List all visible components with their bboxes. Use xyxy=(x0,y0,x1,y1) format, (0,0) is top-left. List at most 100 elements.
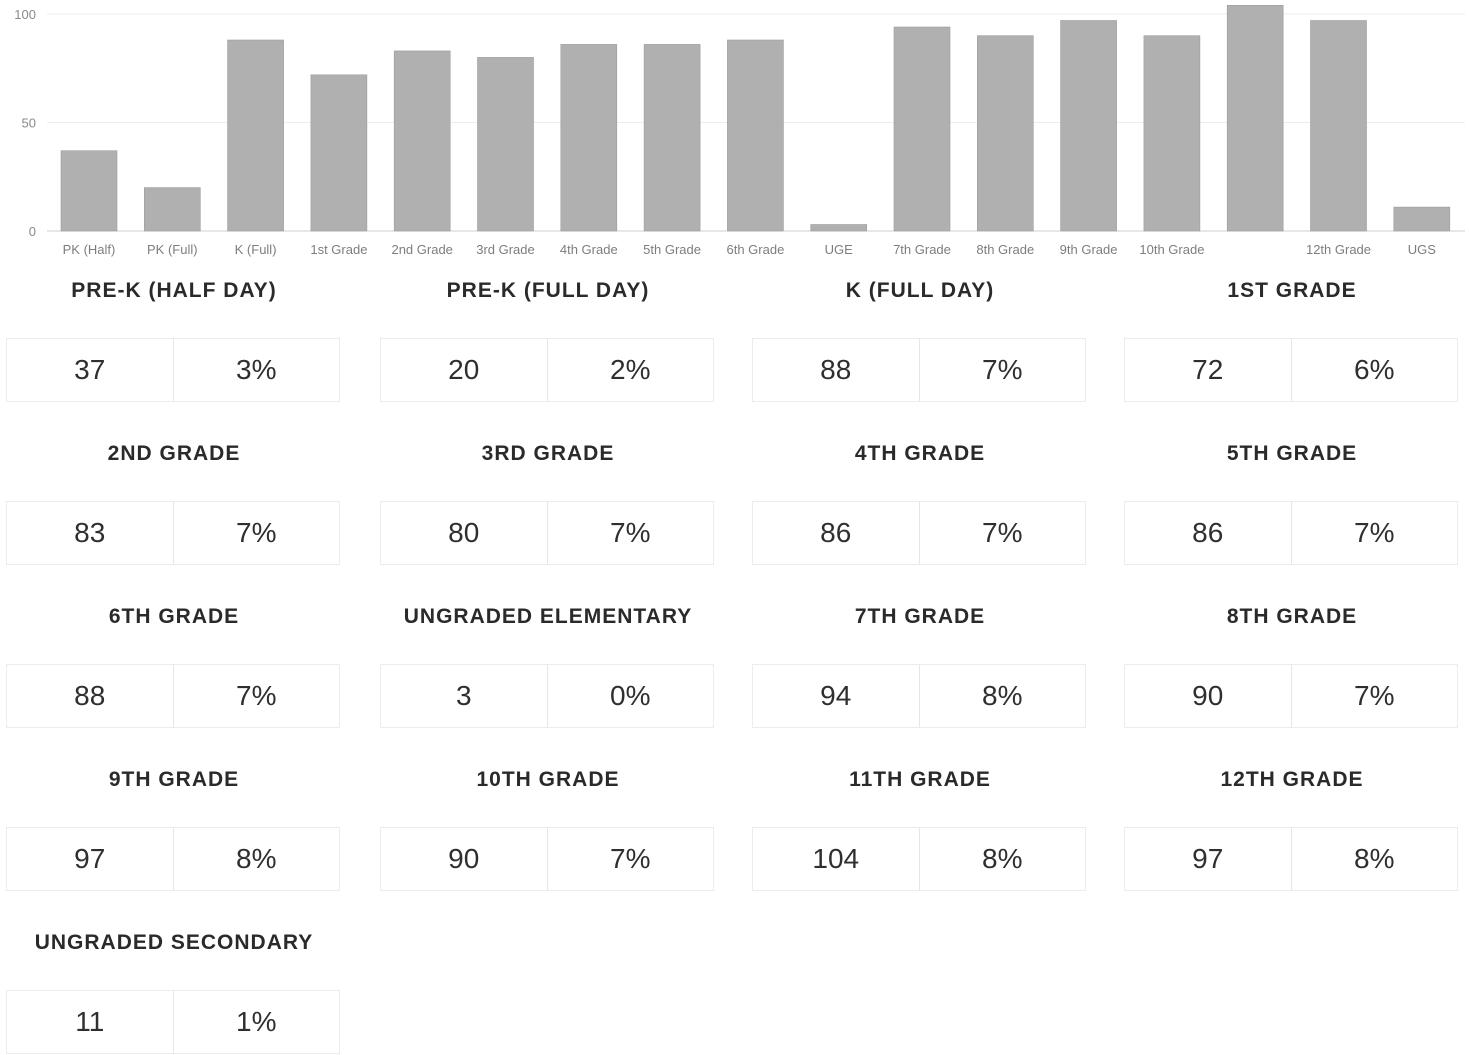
x-tick-label: 2nd Grade xyxy=(391,242,452,257)
student-percent: 7% xyxy=(236,680,277,711)
student-percent: 7% xyxy=(610,517,651,548)
bar xyxy=(810,224,868,232)
student-count: 86 xyxy=(753,502,920,564)
x-tick-label: 8th Grade xyxy=(976,242,1034,257)
student-percent: 0% xyxy=(610,680,651,711)
student-percent: 7% xyxy=(982,517,1023,548)
grade-card-title: 9TH GRADE xyxy=(108,768,240,791)
bar xyxy=(1226,5,1284,232)
grade-card-values: 20 2% xyxy=(380,338,714,402)
x-tick-label: 4th Grade xyxy=(560,242,618,257)
x-tick-label: 10th Grade xyxy=(1139,242,1204,257)
grade-card-values: 97 8% xyxy=(6,827,340,891)
student-percent: 7% xyxy=(1354,517,1395,548)
x-tick-label: 12th Grade xyxy=(1306,242,1371,257)
student-count: 90 xyxy=(1125,665,1292,727)
x-tick-label: UGE xyxy=(825,242,854,257)
x-tick-label: 1st Grade xyxy=(310,242,367,257)
grade-card-title: K (FULL DAY) xyxy=(845,279,995,302)
student-count: 83 xyxy=(7,502,174,564)
student-percent: 7% xyxy=(1354,680,1395,711)
student-count: 80 xyxy=(381,502,548,564)
grade-card-title: 5TH GRADE xyxy=(1226,442,1358,465)
grade-card-title: UNGRADED ELEMENTARY xyxy=(403,605,693,628)
grade-card-values: 104 8% xyxy=(752,827,1086,891)
bar xyxy=(1310,20,1367,232)
x-tick-label: 5th Grade xyxy=(643,242,701,257)
student-percent: 3% xyxy=(236,354,277,385)
x-tick-label: PK (Half) xyxy=(63,242,116,257)
bar xyxy=(227,39,284,232)
bar xyxy=(144,187,201,232)
grade-card-values: 90 7% xyxy=(1124,664,1458,728)
bar xyxy=(1060,20,1117,232)
grade-card-title: 4TH GRADE xyxy=(854,442,986,465)
grade-card-values: 83 7% xyxy=(6,501,340,565)
student-percent: 2% xyxy=(610,354,651,385)
grade-card-title: 12TH GRADE xyxy=(1220,768,1364,791)
bar xyxy=(560,44,618,232)
grade-card-title: PRE-K (FULL DAY) xyxy=(446,279,650,302)
student-count: 72 xyxy=(1125,339,1292,401)
grade-card-values: 88 7% xyxy=(6,664,340,728)
x-tick-label: K (Full) xyxy=(235,242,277,257)
y-tick-label: 0 xyxy=(29,224,36,239)
grade-card-values: 97 8% xyxy=(1124,827,1458,891)
bar xyxy=(310,74,368,232)
grade-card-values: 86 7% xyxy=(1124,501,1458,565)
y-tick-label: 50 xyxy=(22,116,36,131)
enrollment-bar-chart: 0 50 100 PK (Half) PK (Full) K (Full) 1st Grad… xyxy=(14,5,1465,257)
grade-card-values: 88 7% xyxy=(752,338,1086,402)
bar xyxy=(477,57,534,232)
grade-card-title: 11TH GRADE xyxy=(849,768,991,791)
grade-card-values: 94 8% xyxy=(752,664,1086,728)
student-percent: 8% xyxy=(982,680,1023,711)
x-tick-label: PK (Full) xyxy=(147,242,198,257)
grade-card-values: 80 7% xyxy=(380,501,714,565)
student-percent: 8% xyxy=(236,843,277,874)
x-tick-label: 7th Grade xyxy=(893,242,951,257)
grade-card-title: 2ND GRADE xyxy=(107,442,241,465)
grade-card-title: 6TH GRADE xyxy=(108,605,240,628)
bar xyxy=(1393,206,1451,232)
x-tick-label: 9th Grade xyxy=(1060,242,1118,257)
student-count: 11 xyxy=(7,991,174,1053)
student-count: 86 xyxy=(1125,502,1292,564)
grade-card-values: 90 7% xyxy=(380,827,714,891)
student-percent: 7% xyxy=(236,517,277,548)
grade-card-values: 37 3% xyxy=(6,338,340,402)
bar xyxy=(393,50,451,232)
bar xyxy=(60,150,118,232)
student-count: 37 xyxy=(7,339,174,401)
bar xyxy=(727,39,784,232)
student-count: 94 xyxy=(753,665,920,727)
grade-card-values: 86 7% xyxy=(752,501,1086,565)
bar xyxy=(1143,35,1201,232)
grade-card-title: 10TH GRADE xyxy=(476,768,620,791)
student-count: 88 xyxy=(753,339,920,401)
student-count: 90 xyxy=(381,828,548,890)
student-percent: 7% xyxy=(982,354,1023,385)
x-tick-label: 3rd Grade xyxy=(476,242,535,257)
student-percent: 8% xyxy=(1354,843,1395,874)
student-count: 97 xyxy=(7,828,174,890)
grade-card-values: 11 1% xyxy=(6,990,340,1054)
grade-card-values: 72 6% xyxy=(1124,338,1458,402)
grade-card-title: 1ST GRADE xyxy=(1227,279,1357,302)
y-tick-label: 100 xyxy=(14,7,36,22)
grade-card-title: UNGRADED SECONDARY xyxy=(34,931,314,954)
student-count: 20 xyxy=(381,339,548,401)
student-percent: 1% xyxy=(236,1006,277,1037)
grade-card-title: 8TH GRADE xyxy=(1226,605,1358,628)
student-count: 97 xyxy=(1125,828,1292,890)
student-count: 104 xyxy=(753,828,920,890)
student-count: 3 xyxy=(381,665,548,727)
grade-card-values: 3 0% xyxy=(380,664,714,728)
x-tick-label: 6th Grade xyxy=(726,242,784,257)
bar xyxy=(643,44,701,232)
grade-card-title: PRE-K (HALF DAY) xyxy=(71,279,277,302)
student-percent: 8% xyxy=(982,843,1023,874)
bar xyxy=(976,35,1034,232)
x-tick-label: UGS xyxy=(1408,242,1437,257)
grade-card-title: 7TH GRADE xyxy=(854,605,986,628)
